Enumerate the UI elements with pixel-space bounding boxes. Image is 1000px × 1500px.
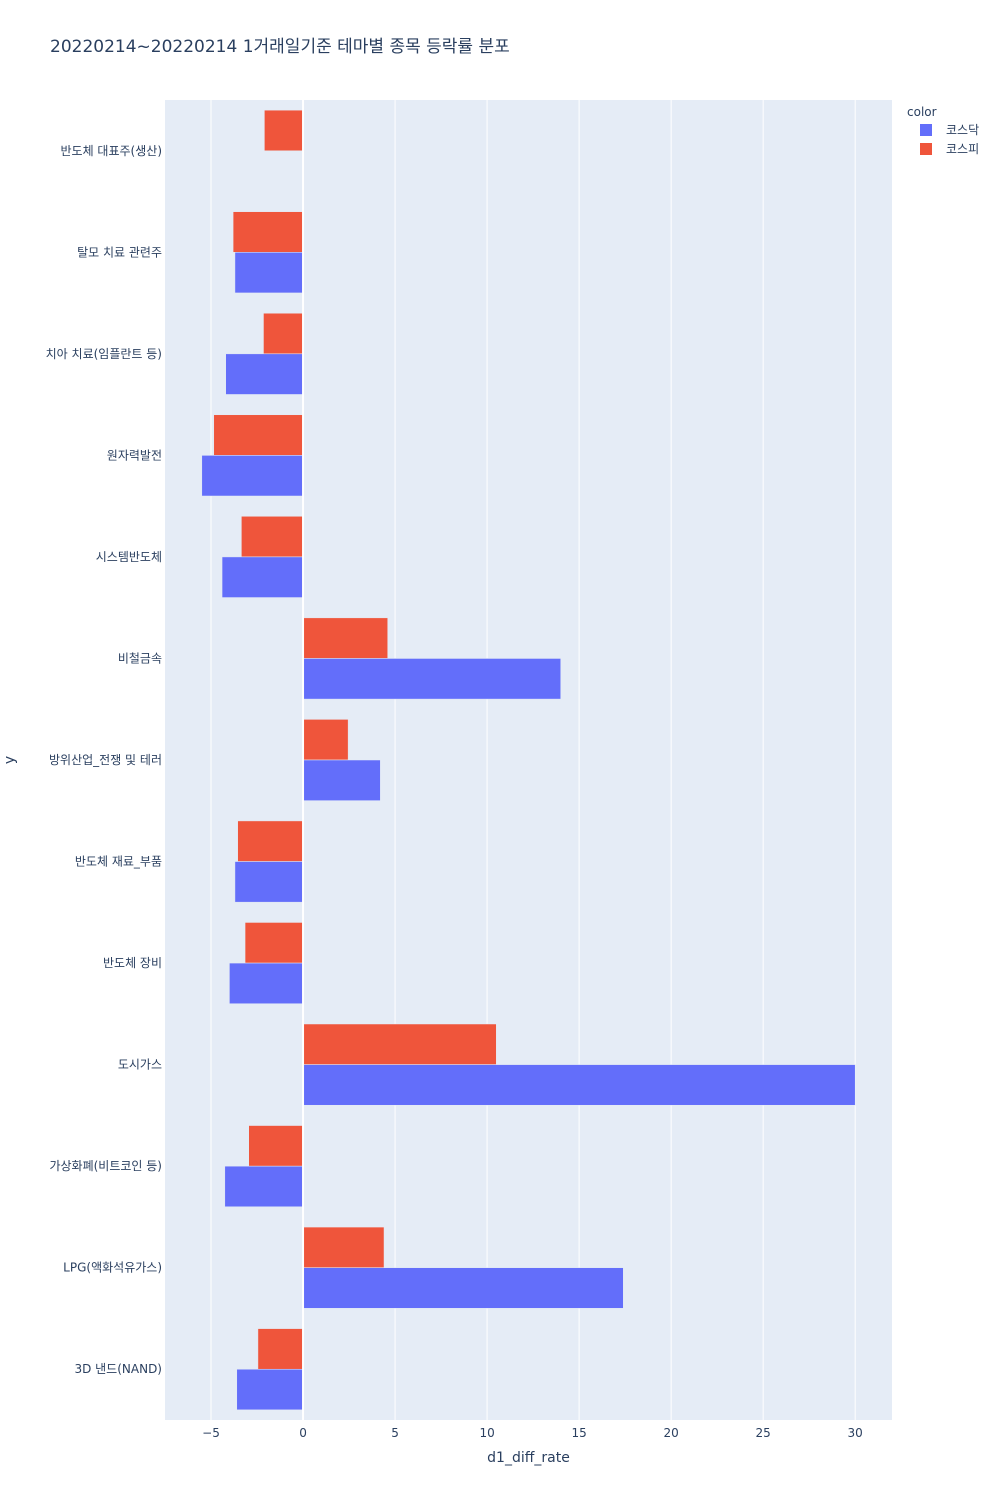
- legend-label: 코스닥: [946, 123, 979, 137]
- y-tick-label: 방위산업_전쟁 및 테러: [49, 753, 162, 767]
- x-tick-label: 15: [571, 1426, 586, 1440]
- bar-kospi[interactable]: [302, 617, 388, 659]
- bar-kosdaq[interactable]: [302, 759, 381, 801]
- y-axis-title: y: [2, 756, 18, 764]
- y-tick-label: 3D 낸드(NAND): [74, 1362, 162, 1376]
- bar-kosdaq[interactable]: [234, 252, 304, 294]
- x-tick-label: 0: [299, 1426, 307, 1440]
- legend-swatch: [920, 143, 932, 155]
- x-tick-label: 5: [391, 1426, 399, 1440]
- y-tick-label: LPG(액화석유가스): [63, 1261, 162, 1275]
- bar-kospi[interactable]: [302, 1226, 385, 1268]
- bar-kosdaq[interactable]: [229, 962, 304, 1004]
- x-tick-label: 25: [756, 1426, 771, 1440]
- plot-background: [165, 100, 892, 1420]
- y-tick-label: 원자력발전: [107, 448, 162, 462]
- y-tick-label: 도시가스: [118, 1058, 162, 1072]
- bar-kosdaq[interactable]: [225, 353, 304, 395]
- y-tick-label: 반도체 대표주(생산): [61, 144, 163, 158]
- legend-item[interactable]: 코스피: [920, 142, 979, 156]
- bar-kosdaq[interactable]: [201, 455, 304, 497]
- legend-item[interactable]: 코스닥: [920, 123, 979, 137]
- gridlines: [210, 100, 856, 1420]
- y-tick-label: 가상화폐(비트코인 등): [49, 1159, 162, 1173]
- chart-title: 20220214~20220214 1거래일기준 테마별 종목 등락률 분포: [50, 37, 510, 57]
- bar-kospi[interactable]: [244, 922, 304, 964]
- bar-kospi[interactable]: [302, 719, 349, 761]
- bar-kospi[interactable]: [257, 1328, 304, 1370]
- x-axis-title: d1_diff_rate: [487, 1450, 570, 1466]
- y-tick-label: 반도체 장비: [103, 956, 162, 970]
- bar-kospi[interactable]: [263, 312, 304, 355]
- legend-title: color: [907, 105, 937, 119]
- bar-kosdaq[interactable]: [224, 1165, 304, 1208]
- bar-kosdaq[interactable]: [302, 1064, 856, 1106]
- bar-kosdaq[interactable]: [236, 1368, 304, 1411]
- x-tick-label: 30: [848, 1426, 863, 1440]
- x-tick-label: 20: [663, 1426, 678, 1440]
- legend-swatch: [920, 124, 932, 136]
- bar-kospi[interactable]: [213, 414, 304, 456]
- bar-kospi[interactable]: [264, 109, 304, 152]
- bar-kosdaq[interactable]: [302, 1267, 624, 1309]
- bar-kospi[interactable]: [237, 820, 304, 862]
- legend-label: 코스피: [946, 142, 979, 156]
- bar-kospi[interactable]: [232, 211, 304, 253]
- bar-kosdaq[interactable]: [221, 556, 304, 598]
- x-tick-label: −5: [202, 1426, 220, 1440]
- y-tick-label: 반도체 재료_부품: [75, 855, 162, 869]
- x-tick-label: 10: [479, 1426, 494, 1440]
- bar-kosdaq[interactable]: [234, 861, 304, 903]
- x-axis-ticks: −5 0 5 10 15 20 25 30: [202, 1426, 863, 1440]
- y-tick-label: 시스템반도체: [96, 550, 162, 564]
- bar-kospi[interactable]: [302, 1023, 497, 1065]
- bar-kospi[interactable]: [248, 1125, 304, 1167]
- y-tick-label: 탈모 치료 관련주: [77, 245, 162, 259]
- y-tick-label: 비철금속: [118, 651, 162, 665]
- bars: [201, 109, 856, 1411]
- bar-kosdaq[interactable]: [302, 658, 561, 700]
- y-tick-label: 치아 치료(임플란트 등): [46, 347, 162, 361]
- bar-kospi[interactable]: [241, 516, 304, 558]
